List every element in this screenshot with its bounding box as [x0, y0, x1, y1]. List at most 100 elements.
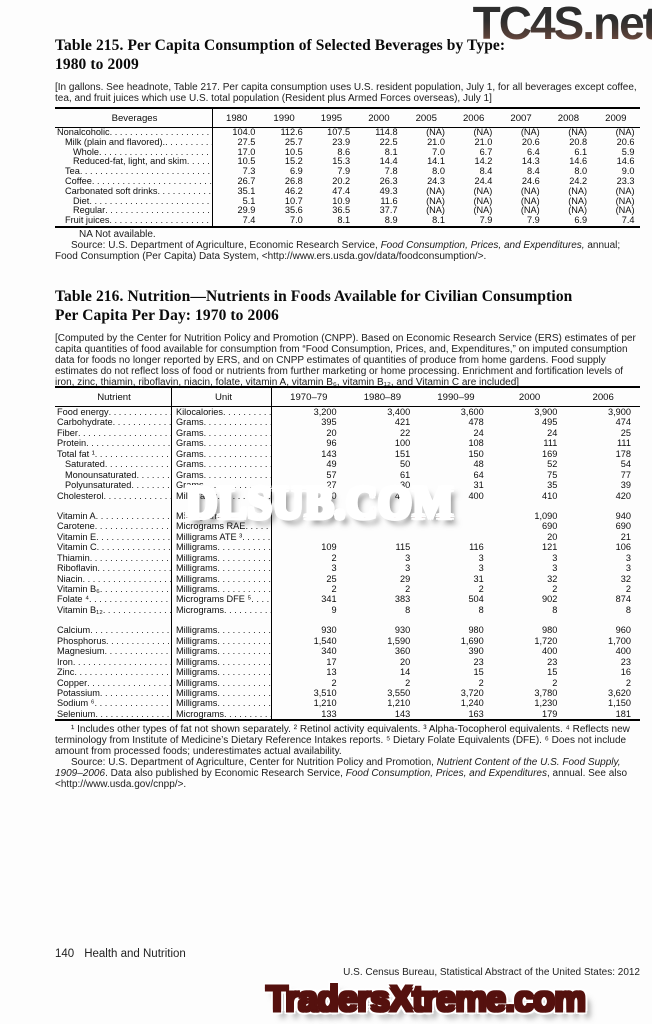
value-cell: 3: [478, 552, 484, 563]
value-cell: 10.9: [332, 195, 351, 206]
value-cell: 47.4: [332, 185, 351, 196]
value-cell: 23.3: [616, 175, 635, 186]
table-row: Food energy Kilocalories 3,200 3,400 3,600 3,…: [55, 407, 640, 418]
unit-cell: Milligrams: [172, 563, 272, 574]
row-stub: Thiamin: [55, 552, 172, 564]
table-row: Carbohydrate Grams 395 421 478 495 474: [55, 417, 640, 428]
value-cell: 22.5: [379, 136, 398, 147]
row-stub: Potassium: [55, 687, 172, 699]
table-row: Sodium ⁶ Milligrams 1,210 1,210 1,240 1,230 1,…: [55, 698, 640, 709]
value-cell: 8: [478, 604, 484, 615]
unit-label: Milligrams: [176, 491, 217, 501]
unit-cell: Micrograms RAE ²: [172, 510, 272, 522]
dot-leader: [109, 407, 171, 417]
value-cell: 3: [625, 563, 631, 574]
row-label: Cholesterol: [57, 490, 104, 501]
table-216-footnotes: ¹ Includes other types of fat not shown …: [55, 724, 630, 757]
column-header: 2000: [368, 112, 390, 124]
value-cell: 96: [326, 438, 337, 449]
value-cell: 111: [543, 438, 558, 449]
value-cell: 2: [625, 584, 631, 594]
table-row: Copper Milligrams 2 2 2 2 2: [55, 677, 640, 688]
unit-cell: Milligrams: [172, 698, 272, 709]
column-header: 2008: [557, 112, 580, 124]
value-cell: 2: [478, 677, 484, 688]
value-cell: 14.6: [616, 156, 635, 167]
row-stub: Regular: [55, 206, 213, 217]
value-cell: 3,200: [313, 407, 337, 417]
value-cell: 100: [394, 438, 411, 449]
value-cell: 14.6: [569, 156, 588, 167]
value-cell: 35.1: [237, 185, 256, 196]
value-cell: 23.9: [332, 136, 351, 147]
row-stub: Vitamin A: [55, 510, 172, 522]
row-label: Protein: [57, 438, 87, 449]
unit-label: Micrograms RAE: [176, 521, 246, 532]
table-216-title-line1: Table 216. Nutrition—Nutrients in Foods …: [55, 288, 573, 305]
value-cell: 15.2: [284, 156, 303, 167]
value-cell: 143: [394, 708, 411, 719]
unit-label: Milligrams: [176, 646, 218, 657]
dot-leader: [87, 678, 171, 688]
value-cell: 31: [473, 573, 484, 584]
row-stub: Niacin: [55, 573, 172, 584]
value-cell: 23: [620, 656, 631, 667]
value-cell: (NA): [568, 127, 588, 137]
value-cell: 10.7: [284, 195, 303, 206]
row-stub: Phosphorus: [55, 635, 172, 647]
unit-label: Milligrams: [176, 635, 218, 646]
value-cell: 2: [331, 552, 337, 563]
value-cell: 690: [542, 521, 558, 532]
value-cell: 14: [399, 667, 411, 678]
value-cell: 390: [468, 646, 484, 657]
unit-label: Milligrams: [176, 563, 218, 574]
value-cell: 2: [405, 584, 411, 594]
unit-cell: Kilocalories: [172, 407, 272, 418]
dot-leader: [217, 678, 271, 688]
row-label: Reduced-fat, light, and skim: [73, 157, 187, 167]
dot-leader: [224, 709, 271, 719]
dot-leader: [217, 553, 271, 563]
dot-leader: [105, 459, 171, 469]
value-cell: 3,620: [607, 687, 631, 698]
row-label: Fiber: [57, 427, 78, 438]
value-cell: 24: [547, 427, 558, 438]
value-cell: 20.2: [332, 175, 351, 186]
dot-leader: [96, 532, 171, 542]
row-label: Food energy: [57, 407, 109, 417]
value-cell: 8: [552, 604, 558, 615]
dot-leader: [109, 216, 212, 226]
value-cell: (NA): [426, 205, 445, 216]
dot-leader: [217, 698, 271, 708]
row-stub: Carotene: [55, 521, 172, 532]
value-cell: 133: [321, 708, 337, 719]
unit-label: Micrograms: [176, 604, 224, 615]
row-label: Monounsaturated: [65, 469, 137, 480]
dot-leader: [217, 584, 271, 594]
dot-leader: [217, 688, 271, 698]
table-215-title-line2: 1980 to 2009: [55, 55, 139, 73]
value-cell: 143: [321, 448, 337, 459]
value-cell: 3: [405, 552, 411, 563]
column-header: Unit: [172, 388, 272, 406]
dot-leader: [217, 542, 271, 552]
value-cell: 61: [399, 469, 411, 480]
row-stub: Zinc: [55, 667, 172, 678]
value-cell: (NA): [568, 185, 588, 196]
unit-cell: [172, 500, 272, 511]
value-cell: 420: [346, 491, 420, 501]
unit-label: Micrograms RAE ²: [176, 511, 251, 521]
unit-label: Milligrams: [176, 584, 218, 594]
value-cell: 395: [321, 417, 337, 428]
value-cell: (NA): [426, 185, 445, 196]
value-cell: 400: [542, 646, 558, 657]
table-header-row: Beverages 1980 1990 1995 2000 2005 2006 2007 200…: [55, 109, 640, 128]
dot-leader: [80, 167, 212, 177]
value-cell: 181: [615, 708, 631, 719]
value-cell: 1,090: [534, 510, 558, 521]
table-row: Iron Milligrams 17 20 23 23 23: [55, 656, 640, 668]
unit-label: Grams: [176, 427, 204, 438]
value-cell: 6.4: [526, 146, 540, 157]
value-cell: 21: [620, 531, 631, 542]
value-cell: (NA): [473, 205, 493, 216]
